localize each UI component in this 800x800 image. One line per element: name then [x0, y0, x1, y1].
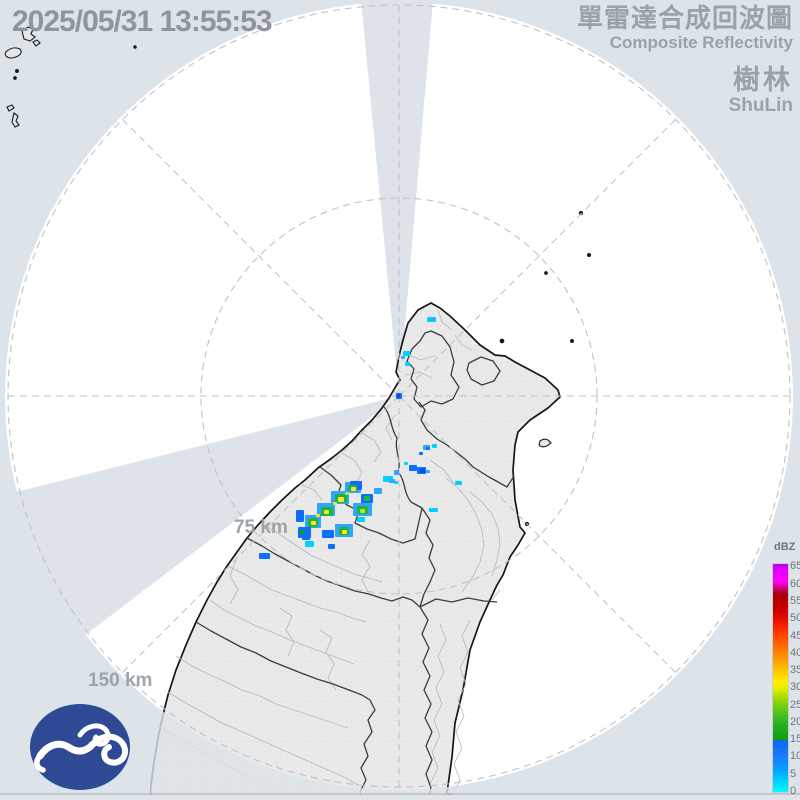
radar-echo-cell: [374, 488, 382, 494]
range-label-150km: 150 km: [88, 670, 153, 691]
radar-echo-cell: [397, 394, 400, 397]
radar-echo-cell: [305, 541, 314, 547]
radar-echo-cell: [420, 469, 425, 473]
landmass: [149, 302, 561, 800]
cwa-logo: [30, 704, 130, 790]
product-title-en: Composite Reflectivity: [609, 33, 793, 53]
radar-echo-cell: [409, 465, 417, 471]
station-name-zh: 樹林: [733, 65, 793, 96]
colorbar-unit-label: dBZ: [774, 541, 796, 553]
radar-echo-cell: [431, 318, 435, 321]
radar-echo-cell: [345, 492, 349, 495]
colorbar-tick-55: 55: [790, 595, 800, 607]
radar-echo-cell: [300, 530, 305, 534]
colorbar-tick-0: 0: [790, 785, 797, 797]
radar-echo-cell: [296, 510, 304, 522]
radar-echo-cell: [401, 356, 405, 359]
colorbar-tick-15: 15: [790, 733, 800, 746]
radar-echo-cell: [429, 508, 438, 512]
bottom-frame-strip: [0, 795, 800, 800]
colorbar-tick-45: 45: [790, 629, 800, 642]
radar-echo-cell: [316, 514, 320, 517]
radar-echo-cell: [432, 444, 437, 448]
colorbar-tick-65: 65: [790, 560, 800, 573]
timestamp: 2025/05/31 13:55:53: [12, 5, 273, 38]
radar-echo-cell: [419, 452, 423, 455]
title-block: 單雷達合成回波圖 Composite Reflectivity 樹林 ShuLi…: [576, 3, 793, 117]
radar-echo-cell: [311, 521, 316, 525]
radar-echo-cell: [364, 496, 370, 501]
radar-echo-cell: [338, 497, 344, 502]
echo-layer: [259, 317, 462, 559]
radar-echo-cell: [404, 462, 408, 465]
radar-echo-cell: [342, 530, 347, 534]
colorbar-tick-40: 40: [790, 646, 800, 659]
colorbar-tick-60: 60: [790, 577, 800, 590]
radar-echo-cell: [405, 362, 410, 366]
azimuth-line-nw: [121, 118, 400, 397]
colorbar-gradient: [772, 563, 789, 793]
radar-echo-cell: [394, 470, 399, 475]
colorbar-tick-50: 50: [790, 612, 800, 625]
colorbar-tick-35: 35: [790, 664, 800, 677]
range-label-75km: 75 km: [234, 517, 288, 538]
radar-echo-cell: [324, 510, 329, 514]
radar-echo-cell: [426, 447, 430, 450]
radar-echo-cell: [328, 544, 335, 549]
range-rings: [7, 4, 791, 788]
colorbar-tick-10: 10: [790, 750, 800, 763]
radar-echo-cell: [403, 351, 410, 356]
colorbar-tick-30: 30: [790, 681, 800, 694]
radar-echo-cell: [351, 487, 356, 491]
azimuth-line-ne: [398, 118, 677, 397]
radar-echo-cell: [333, 502, 337, 505]
radar-echo-cell: [302, 533, 310, 540]
radar-echo-cell: [389, 479, 395, 483]
azimuth-line-se: [398, 395, 677, 674]
product-title-zh: 單雷達合成回波圖: [576, 3, 793, 33]
colorbar-tick-5: 5: [790, 767, 797, 780]
colorbar: dBZ 65 60 55 50 45 40 35 30 25 20 15 10 5 0: [771, 541, 800, 797]
cwa-logo-wave: [34, 723, 128, 773]
radar-echo-cell: [360, 509, 365, 513]
colorbar-tick-25: 25: [790, 698, 800, 711]
radar-echo-cell: [259, 553, 270, 559]
county-borders: [195, 330, 515, 800]
blockage-wedge-wsw: [0, 396, 399, 700]
azimuth-line-sw: [121, 395, 400, 674]
radar-echo-cell: [426, 470, 430, 473]
islets: [4, 26, 592, 527]
radar-echo-cell: [322, 530, 334, 538]
cwa-logo-ellipse: [30, 704, 130, 790]
radar-echo-cell: [455, 481, 462, 485]
station-name-en: ShuLin: [728, 95, 793, 117]
radar-echo-cell: [357, 517, 365, 522]
colorbar-tick-20: 20: [790, 715, 800, 728]
